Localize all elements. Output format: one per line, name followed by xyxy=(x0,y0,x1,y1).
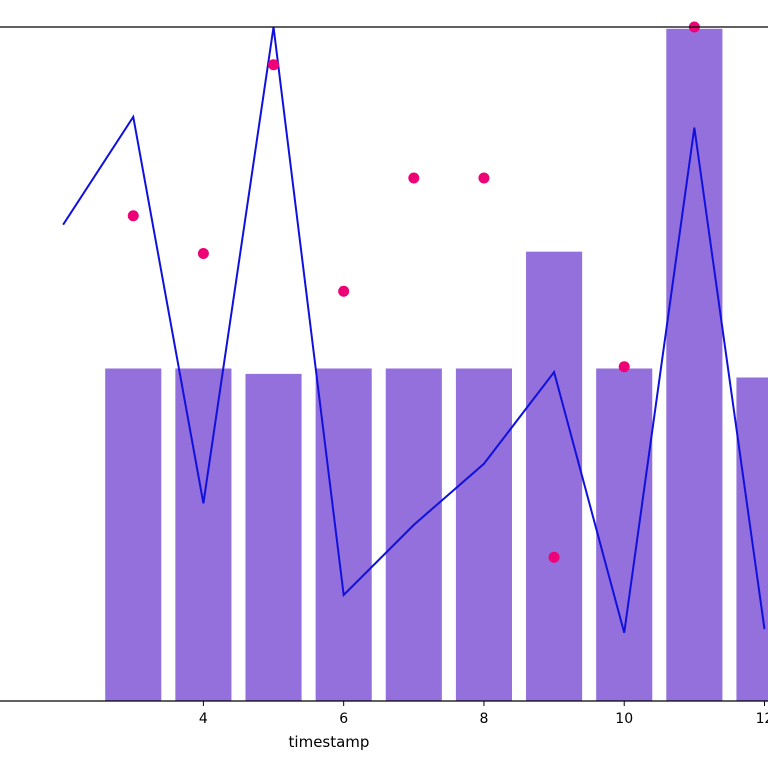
bar xyxy=(105,368,162,701)
bar xyxy=(175,368,232,701)
bar xyxy=(666,28,723,701)
bar xyxy=(315,368,372,701)
bar-series xyxy=(105,28,768,701)
scatter-series xyxy=(127,21,700,563)
bar xyxy=(526,251,583,701)
x-axis-title: timestamp xyxy=(289,733,370,751)
x-axis-ticks: 4 6 8 10 12 xyxy=(199,701,768,727)
scatter-point xyxy=(268,59,280,71)
x-tick-label: 4 xyxy=(199,711,208,727)
bar xyxy=(455,368,512,701)
scatter-point xyxy=(548,551,560,563)
scatter-point xyxy=(127,210,139,222)
x-tick-label: 12 xyxy=(756,711,768,727)
x-tick-label: 10 xyxy=(615,711,633,727)
scatter-point xyxy=(338,285,350,297)
x-tick-label: 8 xyxy=(479,711,488,727)
scatter-point xyxy=(618,361,630,373)
scatter-point xyxy=(197,247,209,259)
bar xyxy=(245,373,302,701)
scatter-point xyxy=(478,172,490,184)
line-series xyxy=(62,26,766,633)
bar xyxy=(596,368,653,701)
x-tick-label: 6 xyxy=(339,711,348,727)
scatter-point xyxy=(408,172,420,184)
bar xyxy=(385,368,442,701)
